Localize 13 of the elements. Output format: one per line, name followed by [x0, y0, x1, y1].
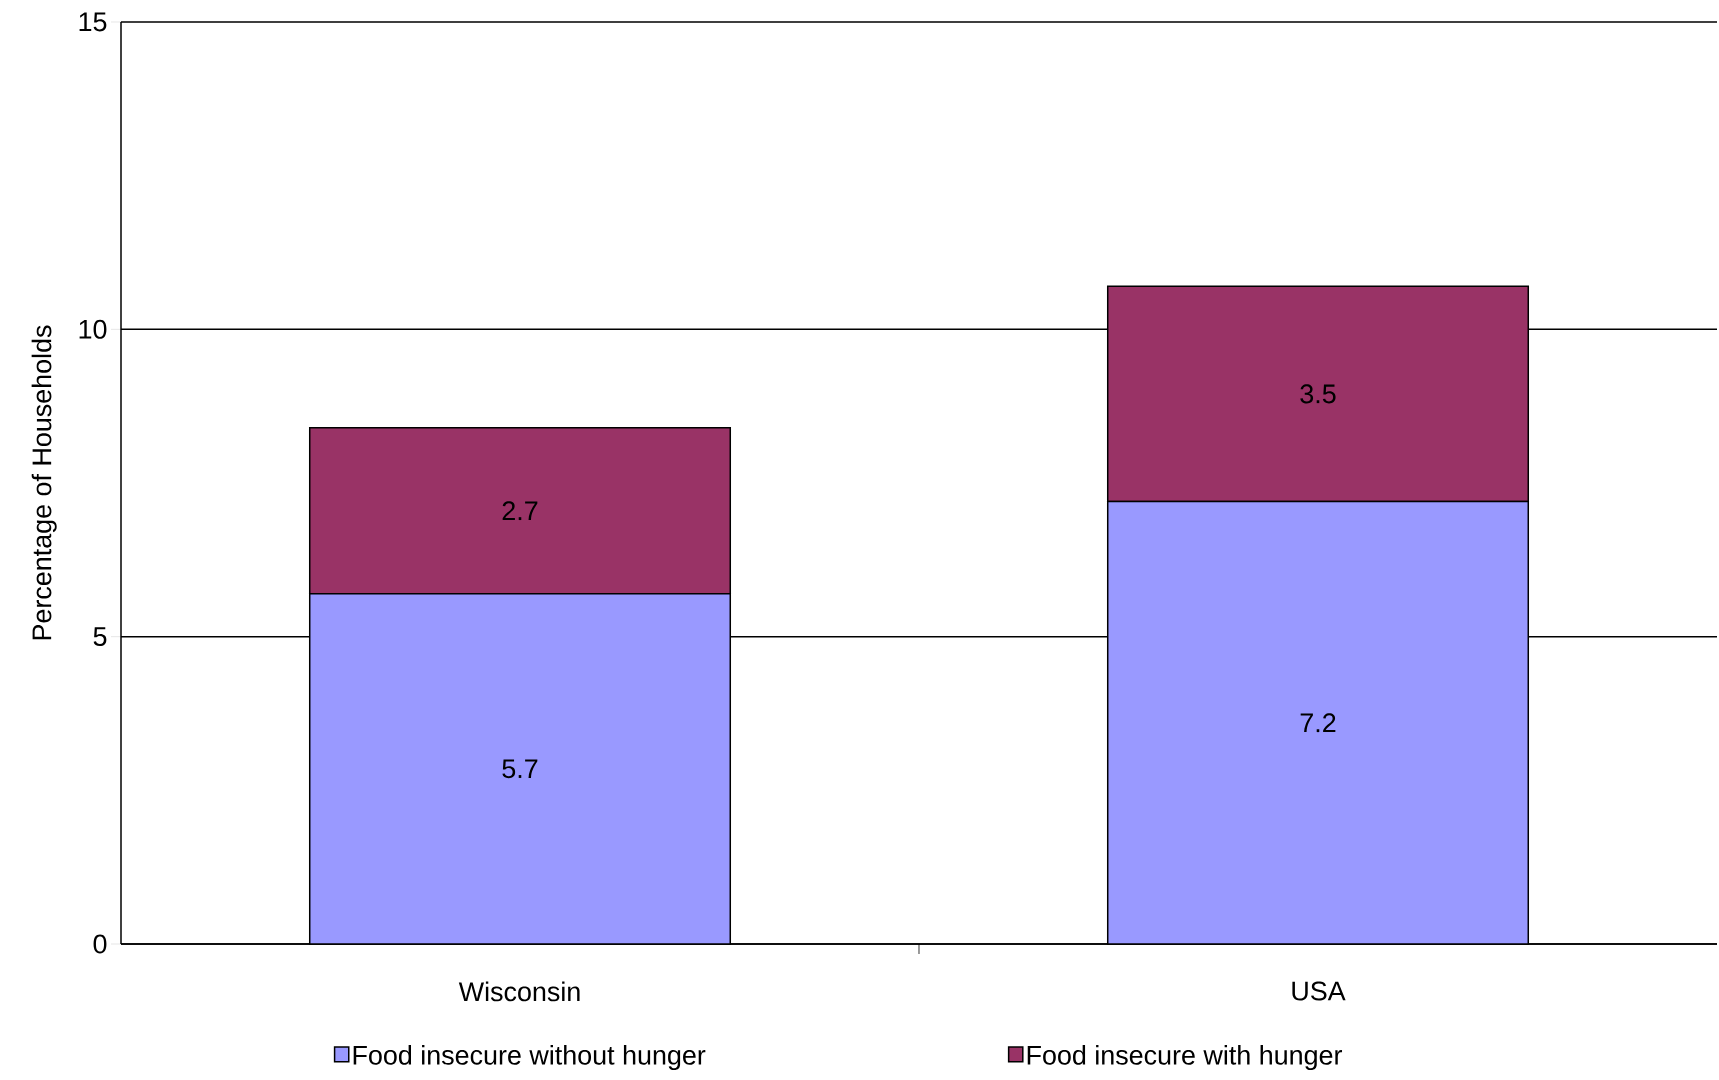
y-tick-label: 0 [93, 934, 107, 954]
y-tick-label: 10 [79, 319, 107, 339]
y-tick-label: 15 [79, 12, 107, 32]
legend-label: Food insecure without hunger [353, 1044, 706, 1071]
y-tick-label: 5 [93, 627, 107, 647]
data-label: 3.5 [1300, 384, 1336, 404]
x-tick-label: Wisconsin [458, 981, 580, 1002]
x-tick-label: USA [1292, 981, 1346, 1001]
data-label: 2.7 [502, 501, 538, 521]
legend-label: Food insecure with hunger [1027, 1044, 1343, 1071]
data-label: 7.2 [1300, 713, 1336, 733]
y-axis-title: Percentage of Households [31, 325, 57, 640]
data-label: 5.7 [502, 759, 538, 779]
